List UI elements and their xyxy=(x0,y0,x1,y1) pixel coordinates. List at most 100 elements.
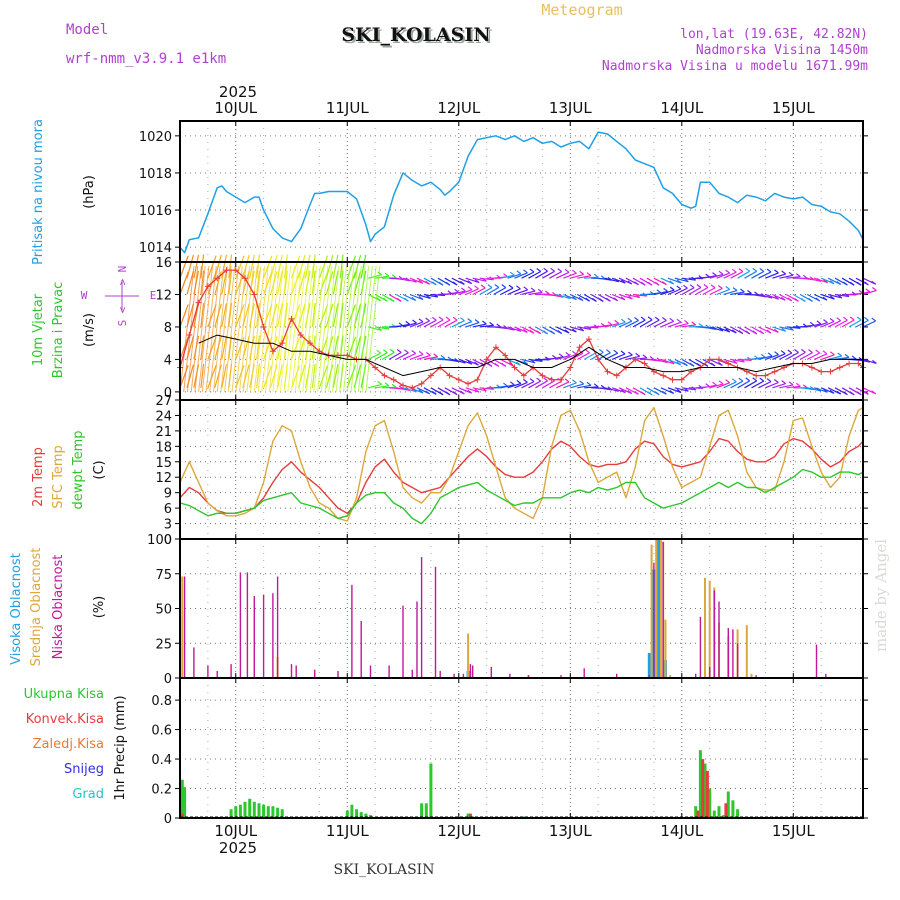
wind-barb xyxy=(730,271,744,279)
wind-barb-flag xyxy=(516,285,521,290)
wind-barb xyxy=(570,383,584,389)
wind-barb xyxy=(577,384,592,389)
wind-barb-flag xyxy=(752,330,758,335)
wind-barb-streak xyxy=(302,266,318,392)
wind-barb-flag xyxy=(383,297,388,302)
wind-barb xyxy=(618,320,633,328)
top-year-label: 2025 xyxy=(219,83,257,101)
wind-barb-flag xyxy=(552,292,557,296)
low-cloud-bar xyxy=(453,673,455,678)
wind-barb xyxy=(667,321,682,328)
wind-barb xyxy=(862,358,877,364)
wind-unit: (m/s) xyxy=(82,313,97,347)
bottom-day-label: 11JUL xyxy=(326,822,369,840)
precip-unit: 1hr Precip (mm) xyxy=(113,695,128,800)
low-cloud-bar xyxy=(411,669,413,678)
wind-speed-marker xyxy=(390,376,397,383)
precip-frame xyxy=(179,677,864,819)
temp-tick-label: 3 xyxy=(164,518,172,533)
wind-barb-flag xyxy=(389,298,395,302)
wind-barb-flag xyxy=(564,268,570,273)
total-precip-bar xyxy=(712,810,716,818)
wind-barb xyxy=(339,303,344,327)
bottom-day-label: 13JUL xyxy=(549,822,592,840)
wind-barb xyxy=(479,387,494,390)
wind-speed-marker xyxy=(725,360,732,367)
altitude-label: Nadmorska Visina 1450m xyxy=(696,43,868,58)
wind-barb-streak xyxy=(320,266,336,392)
wind-barb xyxy=(374,352,388,360)
wind-speed-marker xyxy=(539,372,546,379)
wind-barb xyxy=(228,335,233,360)
wind-barb xyxy=(228,270,233,295)
wind-barb-flag xyxy=(836,317,842,322)
wind-barb xyxy=(821,354,835,360)
wind-barb xyxy=(660,358,675,365)
wind-barb-flag xyxy=(634,390,639,395)
wind-barb xyxy=(179,336,189,360)
low-cloud-bar xyxy=(193,647,195,678)
wind-barb-streak xyxy=(283,266,299,392)
wind-barb-flag xyxy=(529,329,535,334)
temp-tick-label: 27 xyxy=(155,394,172,409)
wind-barb-flag xyxy=(703,284,709,288)
wind-barb-flag xyxy=(389,348,395,353)
low-cloud-bar xyxy=(648,675,650,678)
wind-barb xyxy=(277,335,283,360)
temp-label-2: SFC Temp xyxy=(51,445,66,509)
cloud-tick-label: 0 xyxy=(164,672,172,687)
wind-barb-flag xyxy=(774,295,779,300)
wind-barb-flag xyxy=(689,362,695,367)
wind-barb-streak xyxy=(328,266,344,392)
wind-barb-flag xyxy=(738,268,744,273)
wind-barb-flag xyxy=(557,268,563,273)
wind-barb-flag xyxy=(516,380,522,384)
wind-barb xyxy=(311,363,316,388)
wind-barb xyxy=(786,385,801,389)
wind-barb xyxy=(256,270,260,295)
wind-barb-streak xyxy=(179,266,195,392)
temp-unit: (C) xyxy=(92,460,107,479)
wind-barb xyxy=(200,254,205,279)
wind-barb xyxy=(368,383,382,389)
wind-speed-marker xyxy=(604,368,611,375)
wind-barb xyxy=(835,293,850,298)
wind-barb-flag xyxy=(530,287,536,292)
low-cloud-bar xyxy=(825,673,827,678)
wind-tick-label: 12 xyxy=(155,288,172,303)
wind-speed-marker xyxy=(753,372,760,379)
wind-panel: 0 4 8 12 16 xyxy=(155,254,877,401)
cloud-label-1: Visoka Oblacnost xyxy=(9,553,24,665)
wind-barb-flag xyxy=(445,391,451,396)
wind-barb-flag xyxy=(557,330,563,334)
wind-barb xyxy=(193,254,200,279)
total-precip-bar xyxy=(722,815,726,818)
wind-barb xyxy=(807,323,822,328)
wind-barb xyxy=(290,255,301,279)
wind-barb xyxy=(472,323,487,328)
compass-west: W xyxy=(81,289,88,302)
wind-barb-flag xyxy=(474,388,480,393)
wind-barb-flag xyxy=(829,389,835,394)
wind-barb-streak xyxy=(268,266,284,392)
cloud-label-2: Srednja Oblacnost xyxy=(29,548,44,667)
pressure-label: Pritisak na nivou mora xyxy=(31,119,46,265)
wind-barb xyxy=(632,293,647,297)
wind-barb-flag xyxy=(669,317,675,322)
wind-barb-streak xyxy=(213,266,228,392)
wind-barb xyxy=(758,381,772,389)
wind-barb-flag xyxy=(536,330,542,335)
total-precip-bar xyxy=(698,750,702,818)
wind-barb xyxy=(758,355,773,360)
cloud-tick-label: 100 xyxy=(147,533,172,548)
wind-barb-flag xyxy=(718,380,724,385)
wind-barb-flag xyxy=(795,273,801,278)
precip-label-snow: Snijeg xyxy=(64,762,104,777)
wind-barb-flag xyxy=(523,360,529,365)
mid-cloud-bar xyxy=(650,544,653,678)
wind-barb xyxy=(535,358,550,361)
low-cloud-bar xyxy=(583,668,585,678)
wind-barb xyxy=(604,352,618,360)
panels: 1014101610181020048121603691215182124270… xyxy=(139,120,877,827)
